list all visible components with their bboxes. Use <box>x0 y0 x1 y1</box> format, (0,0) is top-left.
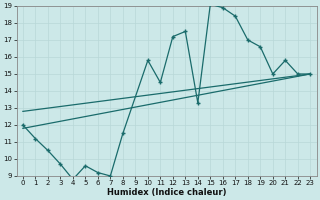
X-axis label: Humidex (Indice chaleur): Humidex (Indice chaleur) <box>107 188 226 197</box>
